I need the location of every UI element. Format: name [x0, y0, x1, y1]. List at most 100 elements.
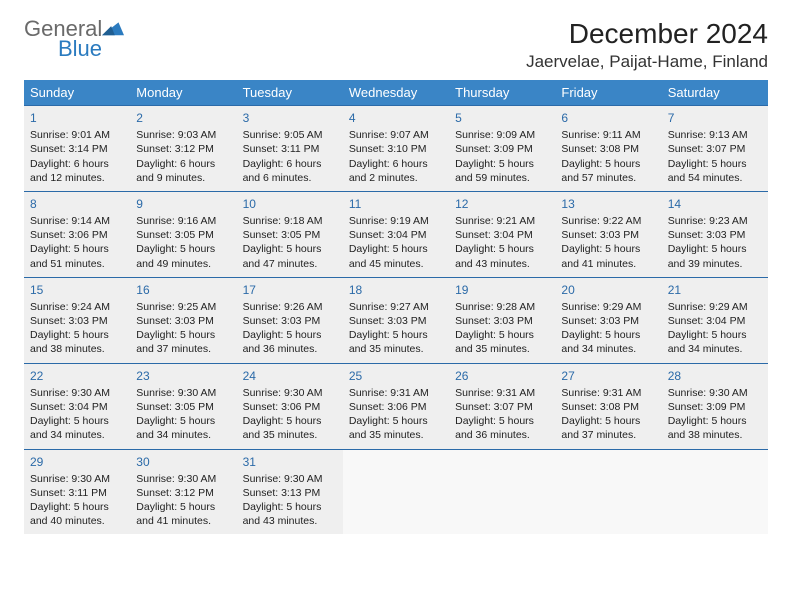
sunset-text: Sunset: 3:04 PM [349, 228, 443, 242]
daylight-text: Daylight: 5 hours and 36 minutes. [455, 414, 549, 442]
day-cell: 5Sunrise: 9:09 AMSunset: 3:09 PMDaylight… [449, 106, 555, 191]
daylight-text: Daylight: 5 hours and 36 minutes. [243, 328, 337, 356]
day-number: 7 [668, 110, 762, 126]
sunset-text: Sunset: 3:11 PM [30, 486, 124, 500]
sunrise-text: Sunrise: 9:01 AM [30, 128, 124, 142]
day-cell: 24Sunrise: 9:30 AMSunset: 3:06 PMDayligh… [237, 364, 343, 449]
location-text: Jaervelae, Paijat-Hame, Finland [526, 52, 768, 72]
sunrise-text: Sunrise: 9:18 AM [243, 214, 337, 228]
sunrise-text: Sunrise: 9:16 AM [136, 214, 230, 228]
daylight-text: Daylight: 5 hours and 34 minutes. [30, 414, 124, 442]
day-cell: 7Sunrise: 9:13 AMSunset: 3:07 PMDaylight… [662, 106, 768, 191]
day-number: 20 [561, 282, 655, 298]
sunrise-text: Sunrise: 9:27 AM [349, 300, 443, 314]
week-row: 1Sunrise: 9:01 AMSunset: 3:14 PMDaylight… [24, 105, 768, 191]
sunrise-text: Sunrise: 9:05 AM [243, 128, 337, 142]
day-number: 13 [561, 196, 655, 212]
sunset-text: Sunset: 3:05 PM [243, 228, 337, 242]
day-number: 11 [349, 196, 443, 212]
sunrise-text: Sunrise: 9:13 AM [668, 128, 762, 142]
day-number: 22 [30, 368, 124, 384]
week-row: 15Sunrise: 9:24 AMSunset: 3:03 PMDayligh… [24, 277, 768, 363]
day-cell: 26Sunrise: 9:31 AMSunset: 3:07 PMDayligh… [449, 364, 555, 449]
sunrise-text: Sunrise: 9:30 AM [30, 472, 124, 486]
week-row: 8Sunrise: 9:14 AMSunset: 3:06 PMDaylight… [24, 191, 768, 277]
sunset-text: Sunset: 3:03 PM [561, 228, 655, 242]
sunset-text: Sunset: 3:09 PM [668, 400, 762, 414]
daylight-text: Daylight: 5 hours and 38 minutes. [668, 414, 762, 442]
daylight-text: Daylight: 5 hours and 45 minutes. [349, 242, 443, 270]
brand-word2: Blue [58, 38, 124, 60]
sunset-text: Sunset: 3:09 PM [455, 142, 549, 156]
day-cell: 15Sunrise: 9:24 AMSunset: 3:03 PMDayligh… [24, 278, 130, 363]
day-header: Monday [130, 80, 236, 105]
day-cell: 31Sunrise: 9:30 AMSunset: 3:13 PMDayligh… [237, 450, 343, 535]
daylight-text: Daylight: 6 hours and 2 minutes. [349, 157, 443, 185]
day-number: 4 [349, 110, 443, 126]
sunrise-text: Sunrise: 9:30 AM [243, 472, 337, 486]
sunrise-text: Sunrise: 9:30 AM [136, 472, 230, 486]
day-cell: 28 Sunrise: 9:30 AMSunset: 3:09 PMDayligh… [662, 364, 768, 449]
day-number: 27 [561, 368, 655, 384]
day-number: 25 [349, 368, 443, 384]
calendar-table: SundayMondayTuesdayWednesdayThursdayFrid… [24, 80, 768, 534]
sunset-text: Sunset: 3:03 PM [455, 314, 549, 328]
sunset-text: Sunset: 3:03 PM [668, 228, 762, 242]
sunset-text: Sunset: 3:05 PM [136, 400, 230, 414]
daylight-text: Daylight: 5 hours and 51 minutes. [30, 242, 124, 270]
calendar-header-row: SundayMondayTuesdayWednesdayThursdayFrid… [24, 80, 768, 105]
day-number: 18 [349, 282, 443, 298]
sunrise-text: Sunrise: 9:30 AM [668, 386, 762, 400]
sunset-text: Sunset: 3:07 PM [455, 400, 549, 414]
daylight-text: Daylight: 5 hours and 59 minutes. [455, 157, 549, 185]
sunset-text: Sunset: 3:03 PM [561, 314, 655, 328]
day-number: 24 [243, 368, 337, 384]
day-number: 6 [561, 110, 655, 126]
day-number: 10 [243, 196, 337, 212]
day-cell: 22Sunrise: 9:30 AMSunset: 3:04 PMDayligh… [24, 364, 130, 449]
daylight-text: Daylight: 5 hours and 34 minutes. [136, 414, 230, 442]
day-cell: 2Sunrise: 9:03 AMSunset: 3:12 PMDaylight… [130, 106, 236, 191]
daylight-text: Daylight: 6 hours and 9 minutes. [136, 157, 230, 185]
day-cell [555, 450, 661, 535]
week-row: 29Sunrise: 9:30 AMSunset: 3:11 PMDayligh… [24, 449, 768, 535]
daylight-text: Daylight: 6 hours and 12 minutes. [30, 157, 124, 185]
day-header: Wednesday [343, 80, 449, 105]
daylight-text: Daylight: 5 hours and 34 minutes. [561, 328, 655, 356]
day-cell: 12Sunrise: 9:21 AMSunset: 3:04 PMDayligh… [449, 192, 555, 277]
day-cell: 4Sunrise: 9:07 AMSunset: 3:10 PMDaylight… [343, 106, 449, 191]
day-cell: 23Sunrise: 9:30 AMSunset: 3:05 PMDayligh… [130, 364, 236, 449]
day-cell: 21Sunrise: 9:29 AMSunset: 3:04 PMDayligh… [662, 278, 768, 363]
sunrise-text: Sunrise: 9:23 AM [668, 214, 762, 228]
week-row: 22Sunrise: 9:30 AMSunset: 3:04 PMDayligh… [24, 363, 768, 449]
sunrise-text: Sunrise: 9:29 AM [668, 300, 762, 314]
daylight-text: Daylight: 5 hours and 57 minutes. [561, 157, 655, 185]
sunset-text: Sunset: 3:03 PM [349, 314, 443, 328]
day-number: 21 [668, 282, 762, 298]
sunrise-text: Sunrise: 9:21 AM [455, 214, 549, 228]
day-number: 28 [668, 368, 762, 384]
day-number: 30 [136, 454, 230, 470]
day-number: 5 [455, 110, 549, 126]
day-number: 17 [243, 282, 337, 298]
day-number: 19 [455, 282, 549, 298]
sunset-text: Sunset: 3:04 PM [668, 314, 762, 328]
day-cell [343, 450, 449, 535]
brand-logo: General Blue [24, 18, 124, 60]
day-cell: 19Sunrise: 9:28 AMSunset: 3:03 PMDayligh… [449, 278, 555, 363]
sunrise-text: Sunrise: 9:30 AM [136, 386, 230, 400]
daylight-text: Daylight: 5 hours and 35 minutes. [349, 414, 443, 442]
day-cell: 30 Sunrise: 9:30 AMSunset: 3:12 PMDayligh… [130, 450, 236, 535]
daylight-text: Daylight: 5 hours and 43 minutes. [455, 242, 549, 270]
daylight-text: Daylight: 5 hours and 37 minutes. [561, 414, 655, 442]
daylight-text: Daylight: 5 hours and 41 minutes. [136, 500, 230, 528]
sunset-text: Sunset: 3:08 PM [561, 400, 655, 414]
day-cell: 11Sunrise: 9:19 AMSunset: 3:04 PMDayligh… [343, 192, 449, 277]
sunset-text: Sunset: 3:12 PM [136, 486, 230, 500]
day-cell [662, 450, 768, 535]
sunset-text: Sunset: 3:03 PM [243, 314, 337, 328]
daylight-text: Daylight: 5 hours and 39 minutes. [668, 242, 762, 270]
brand-mark-icon [102, 18, 124, 36]
sunrise-text: Sunrise: 9:24 AM [30, 300, 124, 314]
sunset-text: Sunset: 3:06 PM [349, 400, 443, 414]
